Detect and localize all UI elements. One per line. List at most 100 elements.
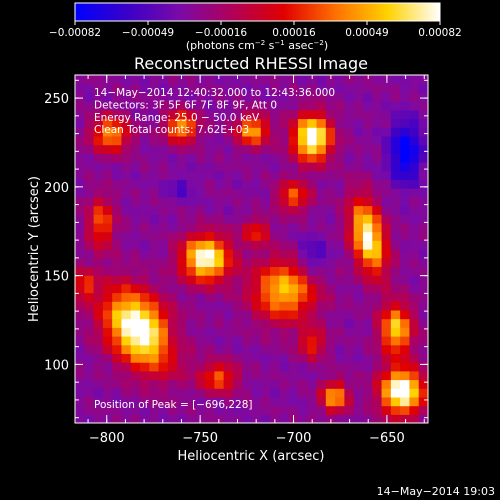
- heatmap-cell: [130, 396, 141, 407]
- heatmap-cell: [214, 283, 225, 294]
- heatmap-cell: [112, 283, 123, 294]
- annotation-line: Energy Range: 25.0 − 50.0 keV: [94, 112, 260, 124]
- heatmap-cell: [223, 75, 234, 85]
- heatmap-cell: [372, 196, 383, 207]
- heatmap-cell: [344, 353, 355, 363]
- heatmap-cell: [84, 283, 95, 294]
- heatmap-cell: [186, 327, 197, 337]
- heatmap-cell: [251, 336, 262, 346]
- heatmap-cell: [167, 231, 178, 241]
- heatmap-cell: [232, 179, 243, 189]
- heatmap-cell: [205, 318, 215, 328]
- heatmap-cell: [93, 353, 104, 363]
- heatmap-cell: [307, 266, 318, 276]
- heatmap-cell: [102, 283, 113, 294]
- heatmap-cell: [251, 362, 262, 372]
- heatmap-cell: [288, 301, 299, 311]
- heatmap-cell: [223, 396, 234, 407]
- heatmap-cell: [390, 75, 401, 85]
- footer-timestamp: 14−May−2014 19:03: [377, 485, 495, 498]
- heatmap-cell: [279, 196, 290, 207]
- heatmap-cell: [84, 127, 95, 137]
- heatmap-cell: [279, 396, 290, 407]
- heatmap-cell: [362, 170, 373, 180]
- heatmap-cell: [390, 396, 401, 407]
- heatmap-cell: [325, 144, 336, 154]
- heatmap-cell: [270, 231, 280, 241]
- heatmap-cell: [130, 266, 141, 276]
- heatmap-cell: [93, 388, 104, 398]
- heatmap-cell: [409, 127, 420, 137]
- heatmap-cell: [195, 109, 206, 120]
- heatmap-cell: [344, 370, 355, 381]
- heatmap-cell: [418, 275, 428, 285]
- heatmap-cell: [195, 83, 206, 93]
- heatmap-cell: [186, 362, 197, 372]
- heatmap-cell: [418, 135, 428, 146]
- heatmap-cell: [270, 214, 280, 224]
- heatmap-cell: [84, 275, 95, 285]
- heatmap-cell: [214, 275, 225, 285]
- heatmap-cell: [381, 309, 392, 320]
- heatmap-cell: [112, 327, 123, 337]
- heatmap-cell: [75, 388, 85, 398]
- heatmap-cell: [390, 179, 401, 189]
- heatmap-cell: [344, 75, 355, 85]
- heatmap-cell: [260, 327, 271, 337]
- heatmap-cell: [232, 92, 243, 102]
- heatmap-cell: [214, 370, 225, 381]
- heatmap-cell: [307, 92, 318, 102]
- heatmap-cell: [205, 257, 215, 267]
- heatmap-cell: [242, 170, 253, 180]
- heatmap-cell: [316, 336, 327, 346]
- heatmap-cell: [335, 83, 345, 93]
- heatmap-cell: [251, 188, 262, 198]
- heatmap-cell: [288, 292, 299, 302]
- heatmap-cell: [353, 292, 364, 302]
- heatmap-cell: [102, 344, 113, 354]
- heatmap-cell: [112, 196, 123, 207]
- heatmap-cell: [167, 249, 178, 259]
- heatmap-cell: [270, 396, 280, 407]
- heatmap-cell: [260, 109, 271, 120]
- heatmap-cell: [288, 118, 299, 128]
- heatmap-cell: [158, 240, 169, 250]
- heatmap-cell: [195, 353, 206, 363]
- heatmap-cell: [93, 75, 104, 85]
- heatmap-cell: [177, 101, 188, 111]
- heatmap-cell: [140, 396, 150, 407]
- heatmap-cell: [186, 75, 197, 85]
- heatmap-cell: [390, 336, 401, 346]
- heatmap-cell: [344, 292, 355, 302]
- heatmap-cell: [75, 222, 85, 233]
- heatmap-cell: [158, 362, 169, 372]
- heatmap-cell: [214, 135, 225, 146]
- heatmap-cell: [112, 144, 123, 154]
- heatmap-cell: [381, 370, 392, 381]
- heatmap-cell: [325, 205, 336, 215]
- heatmap-cell: [251, 162, 262, 172]
- heatmap-cell: [251, 327, 262, 337]
- heatmap-cell: [270, 301, 280, 311]
- heatmap-cell: [149, 266, 160, 276]
- heatmap-image: [75, 75, 428, 423]
- heatmap-cell: [251, 240, 262, 250]
- heatmap-cell: [223, 162, 234, 172]
- heatmap-cell: [279, 153, 290, 163]
- heatmap-cell: [390, 318, 401, 328]
- heatmap-cell: [372, 240, 383, 250]
- heatmap-cell: [270, 205, 280, 215]
- heatmap-cell: [84, 318, 95, 328]
- heatmap-cell: [381, 353, 392, 363]
- heatmap-cell: [270, 75, 280, 85]
- heatmap-cell: [140, 109, 150, 120]
- heatmap-cell: [130, 92, 141, 102]
- heatmap-cell: [344, 362, 355, 372]
- heatmap-cell: [381, 92, 392, 102]
- annotation-block: 14−May−2014 12:40:32.000 to 12:43:36.000…: [94, 87, 335, 136]
- heatmap-cell: [251, 196, 262, 207]
- heatmap-cell: [167, 292, 178, 302]
- heatmap-cell: [195, 162, 206, 172]
- heatmap-cell: [121, 162, 132, 172]
- heatmap-cell: [242, 188, 253, 198]
